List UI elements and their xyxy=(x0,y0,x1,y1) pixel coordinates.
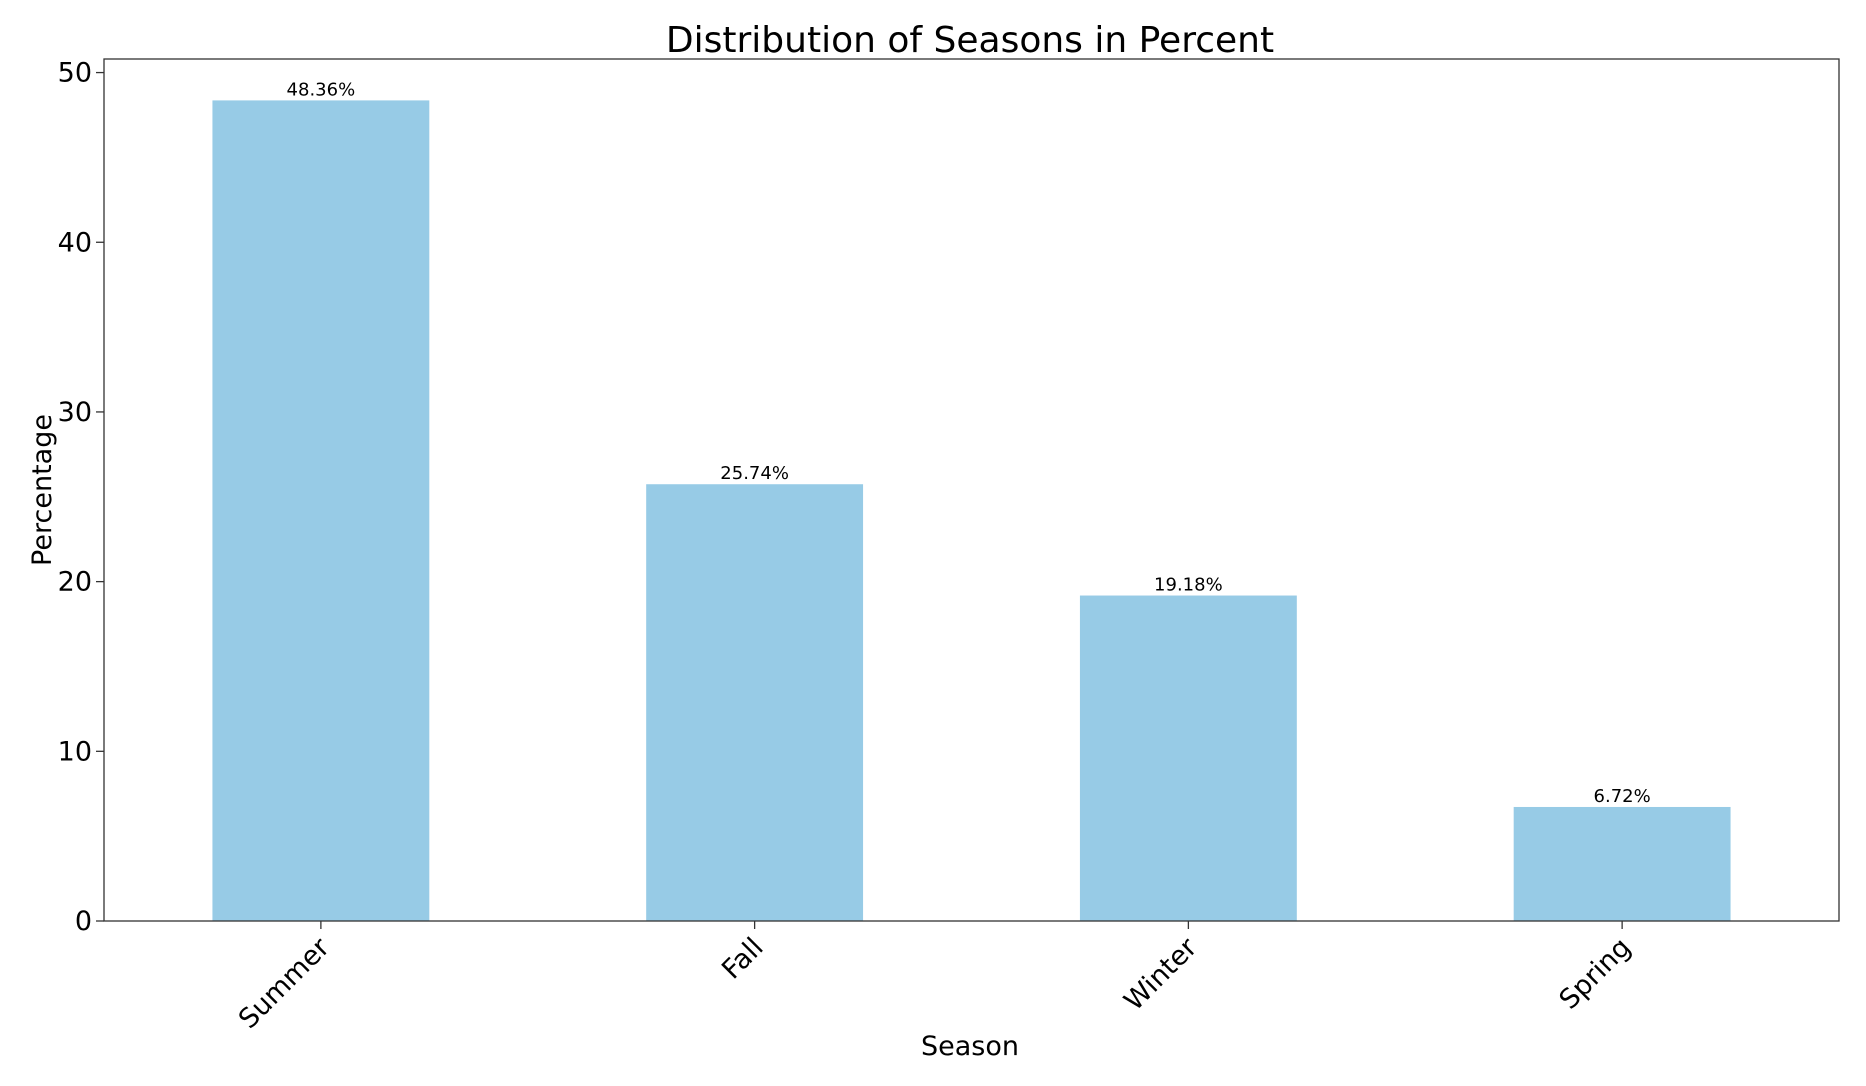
bar-summer xyxy=(212,100,430,921)
data-label-fall: 25.74% xyxy=(720,463,789,484)
bars-layer xyxy=(212,100,1731,921)
bar-fall xyxy=(646,484,864,921)
y-tick-label-0: 0 xyxy=(75,906,92,937)
data-label-summer: 48.36% xyxy=(287,79,356,100)
y-tick-label-40: 40 xyxy=(58,227,92,258)
data-label-spring: 6.72% xyxy=(1594,786,1651,807)
y-tick-label-50: 50 xyxy=(58,58,92,89)
data-label-winter: 19.18% xyxy=(1154,575,1223,596)
chart-title: Distribution of Seasons in Percent xyxy=(666,20,1274,61)
x-axis-label: Season xyxy=(921,1031,1019,1062)
y-tick-label-10: 10 xyxy=(58,736,92,767)
plot-area-frame xyxy=(103,58,1840,922)
data-labels-layer: 48.36% 25.74% 19.18% 6.72% xyxy=(287,79,1651,807)
y-axis: 0 10 20 30 40 50 xyxy=(58,58,104,937)
bar-winter xyxy=(1079,595,1297,921)
y-tick-label-30: 30 xyxy=(58,397,92,428)
y-axis-label: Percentage xyxy=(27,414,58,566)
bar-spring xyxy=(1513,806,1731,921)
y-tick-label-20: 20 xyxy=(58,567,92,598)
